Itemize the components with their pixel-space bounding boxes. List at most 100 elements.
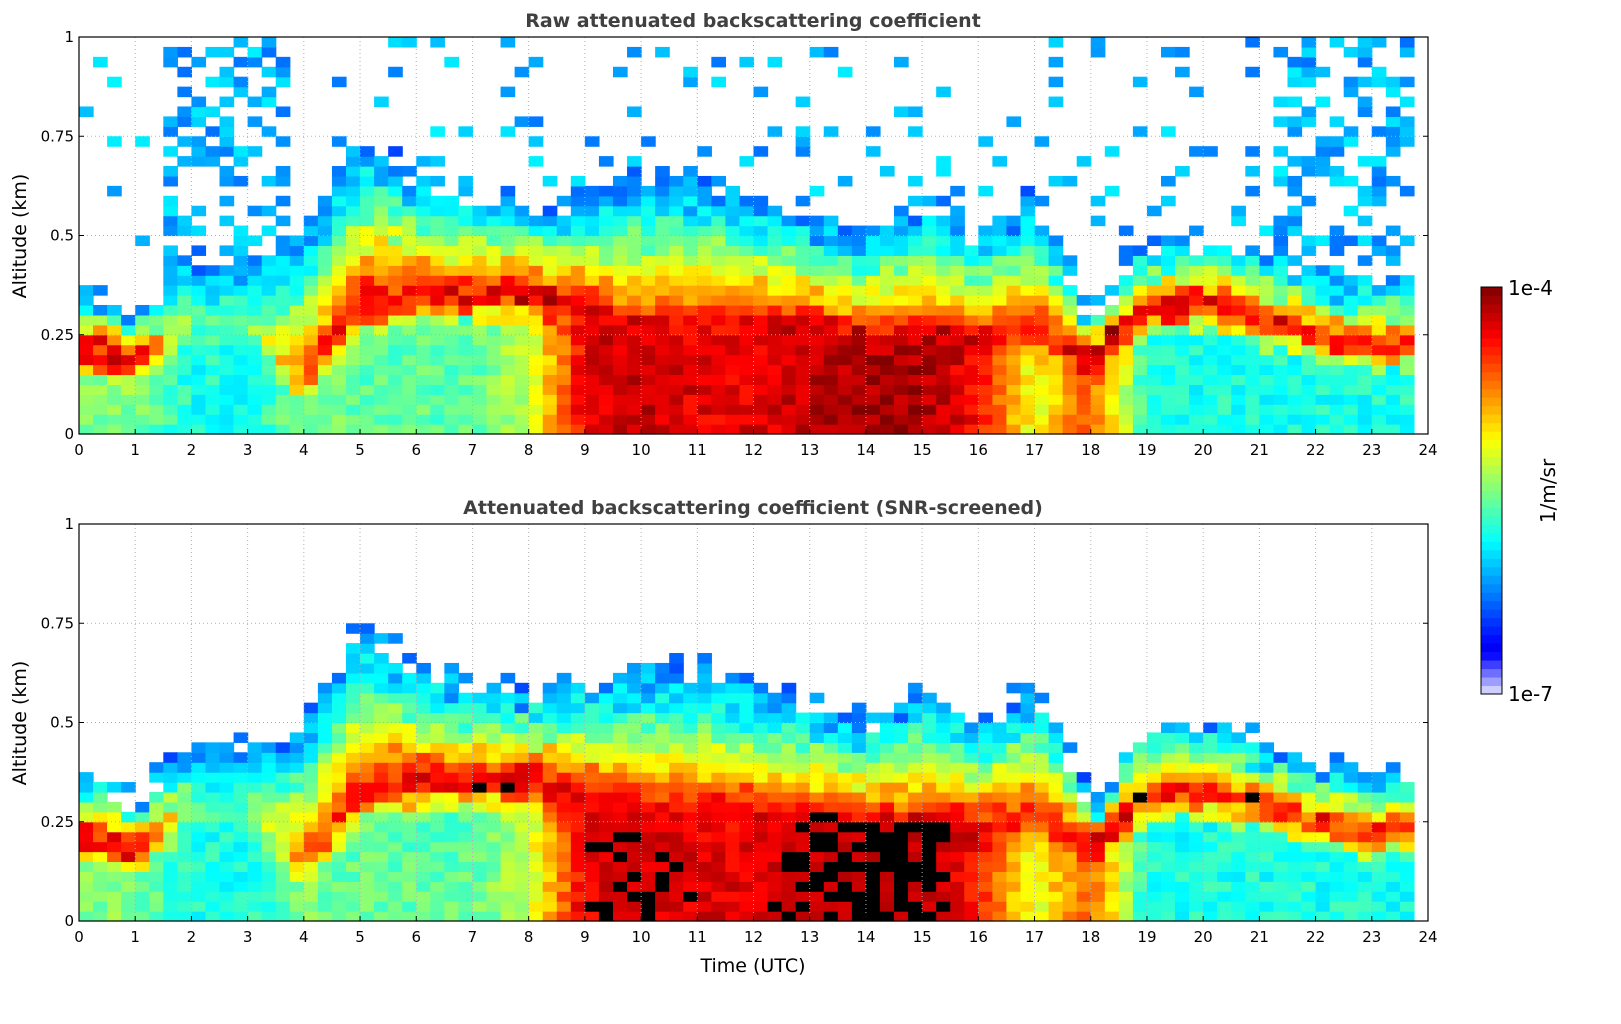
heatmap-cell [93,871,108,882]
heatmap-cell [233,861,249,872]
heatmap-cell [627,304,642,316]
heatmap-cell [1020,265,1036,276]
heatmap-cell [1301,195,1317,207]
heatmap-cell [1146,762,1162,773]
heatmap-cell [289,851,305,863]
heatmap-cell [711,354,726,366]
heatmap-cell [641,692,656,704]
heatmap-cell [1048,911,1064,922]
heatmap-cell [177,811,193,823]
heatmap-cell [781,314,797,326]
heatmap-cell [837,235,853,247]
heatmap-cell [809,354,825,366]
heatmap-cell [303,722,319,734]
heatmap-cell [570,285,586,296]
heatmap-cell [1231,732,1246,743]
heatmap-cell [697,692,712,704]
heatmap-cell [612,732,628,743]
heatmap-cell [697,851,712,863]
heatmap-cell [486,692,502,704]
heatmap-cell [1132,791,1148,803]
y-tick-label: 1 [64,28,74,46]
heatmap-cell [233,752,249,763]
heatmap-cell [1175,354,1190,366]
heatmap-cell [1329,871,1345,882]
heatmap-cell [1161,424,1176,435]
heatmap-cell [669,215,684,227]
heatmap-cell [331,384,347,395]
heatmap-cell [1034,831,1050,843]
heatmap-cell [655,384,670,395]
heatmap-cell [528,314,544,326]
heatmap-cell [1118,752,1134,763]
heatmap-cell [865,791,881,803]
heatmap-cell [964,324,979,336]
heatmap-cell [795,255,811,266]
heatmap-cell [486,354,502,366]
heatmap-cell [331,742,347,753]
heatmap-cell [908,334,923,346]
heatmap-cell [374,841,389,853]
heatmap-cell [908,245,923,256]
heatmap-cell [1118,324,1134,336]
heatmap-cell [683,374,698,385]
heatmap-cell [331,314,347,326]
heatmap-cell [823,275,839,286]
heatmap-cell [922,394,937,405]
heatmap-cell [1385,324,1401,336]
heatmap-cell [584,811,600,823]
heatmap-cell [360,166,375,177]
heatmap-cell [767,56,783,68]
heatmap-cell [1343,285,1359,296]
colorbar-swatch [1481,388,1502,398]
heatmap-cell [851,404,867,415]
heatmap-cell [936,314,951,326]
heatmap-cell [1399,861,1415,872]
x-tick-label: 6 [411,441,421,459]
heatmap-cell [570,891,586,902]
heatmap-cell [163,404,178,415]
heatmap-cell [1203,245,1218,256]
heatmap-cell [627,762,642,773]
heatmap-cell [725,871,741,882]
heatmap-cell [402,295,417,306]
heatmap-cell [964,841,979,853]
heatmap-cell [725,881,741,892]
heatmap-cell [191,424,207,435]
heatmap-cell [598,215,614,227]
heatmap-cell [219,66,235,78]
heatmap-cell [908,851,923,863]
heatmap-cell [289,235,305,247]
heatmap-cell [191,354,207,366]
heatmap-cell [1357,831,1373,843]
heatmap-cell [795,285,811,296]
heatmap-cell [458,394,474,405]
heatmap-cell [894,712,909,724]
colorbar-swatch [1481,439,1502,449]
heatmap-cell [1175,911,1190,922]
heatmap-cell [753,821,769,833]
heatmap-cell [711,791,726,803]
heatmap-cell [472,821,488,833]
heatmap-cell [388,871,403,882]
heatmap-cell [1048,722,1064,734]
heatmap-cell [360,304,375,316]
heatmap-cell [612,831,628,843]
heatmap-cell [627,215,642,227]
heatmap-cell [331,692,347,704]
heatmap-cell [1146,801,1162,813]
heatmap-cell [1020,295,1036,306]
heatmap-cell [163,265,178,276]
heatmap-cell [1399,285,1415,296]
heatmap-cell [317,841,333,853]
heatmap-cell [1273,901,1289,912]
heatmap-cell [93,791,108,803]
heatmap-cell [767,692,783,704]
heatmap-cell [922,911,937,922]
heatmap-cell [1090,861,1106,872]
heatmap-cell [1203,394,1218,405]
heatmap-cell [936,156,951,167]
heatmap-cell [1273,344,1289,356]
heatmap-cell [894,235,909,247]
heatmap-cell [767,752,783,763]
